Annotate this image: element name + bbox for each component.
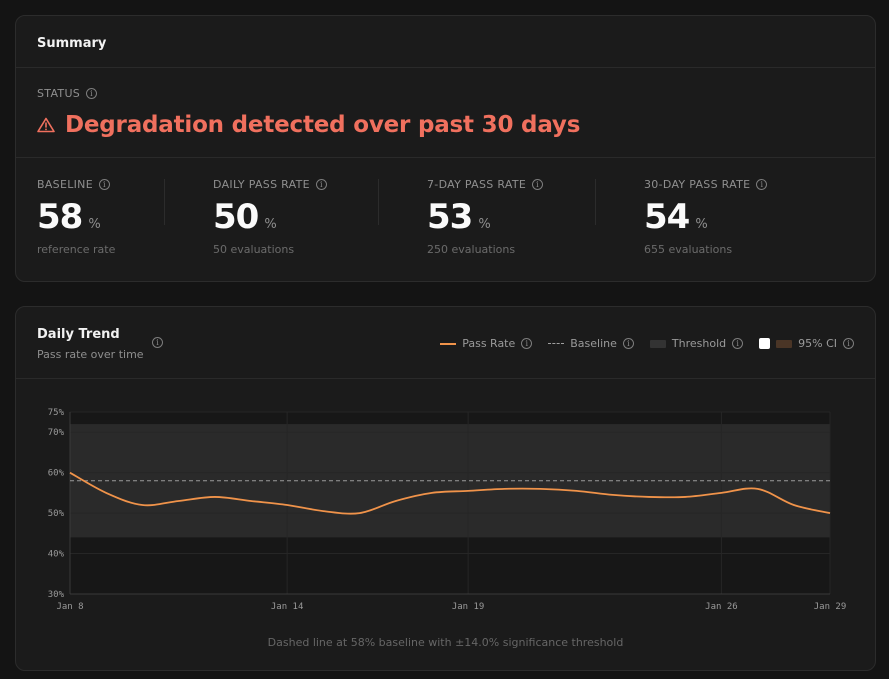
y-tick-label: 75% — [48, 408, 65, 418]
metric-unit: % — [264, 217, 277, 232]
legend-swatch-band — [649, 339, 666, 348]
metric-value-row: 54 % — [644, 200, 767, 234]
legend-swatch-dashed — [548, 343, 565, 344]
status-label: STATUS i — [37, 87, 98, 100]
info-icon[interactable]: i — [756, 179, 768, 190]
info-icon[interactable]: i — [86, 88, 98, 99]
metric-unit: % — [695, 217, 708, 232]
metric-value: 58 — [37, 197, 83, 237]
chart-legend: Pass Rate i Baseline i Threshold i 95% C… — [440, 337, 854, 350]
metric-value-row: 58 % — [37, 200, 115, 234]
metric-label-text: 30-DAY PASS RATE — [644, 178, 751, 191]
status-row: Degradation detected over past 30 days — [37, 112, 580, 138]
trend-subtitle: Pass rate over time — [37, 348, 144, 361]
y-tick-label: 50% — [48, 509, 65, 519]
trend-chart: 30% 40% 50% 60% 70% 75% Jan 8 Jan 14 Jan 19 Jan 2… — [48, 408, 847, 612]
info-icon[interactable]: i — [622, 338, 634, 349]
metric-label-text: 7-DAY PASS RATE — [427, 178, 527, 191]
legend-item-baseline[interactable]: Baseline i — [548, 337, 634, 350]
metric-30-day-pass-rate: 30-DAY PASS RATE i 54 % 655 evaluations — [644, 178, 768, 256]
info-icon[interactable]: i — [532, 179, 544, 190]
status-label-text: STATUS — [37, 87, 81, 100]
trend-card: Daily Trend Pass rate over time i Pass R… — [15, 306, 876, 671]
metric-baseline: BASELINE i 58 % reference rate — [37, 178, 115, 256]
legend-item-threshold[interactable]: Threshold i — [649, 337, 744, 350]
metric-divider — [164, 179, 165, 225]
legend-swatch-ci — [776, 339, 793, 348]
metric-value-row: 53 % — [427, 200, 543, 234]
metric-sub: 655 evaluations — [644, 243, 733, 256]
divider — [16, 378, 875, 379]
metric-value: 50 — [213, 197, 259, 237]
divider — [16, 67, 875, 68]
metric-unit: % — [478, 217, 491, 232]
x-tick-label: Jan 14 — [271, 602, 304, 612]
x-tick-label: Jan 19 — [452, 602, 485, 612]
pass-rate-line — [69, 471, 831, 515]
info-icon[interactable]: i — [98, 179, 110, 190]
metric-sub: 250 evaluations — [427, 243, 516, 256]
legend-item-ci[interactable]: 95% CI i — [759, 337, 854, 350]
metric-value: 53 — [427, 197, 473, 237]
x-tick-label: Jan 26 — [705, 602, 738, 612]
legend-item-pass-rate[interactable]: Pass Rate i — [440, 337, 533, 350]
metric-label: 30-DAY PASS RATE i — [644, 178, 768, 191]
warning-triangle-icon — [37, 117, 55, 133]
ci-checkbox[interactable] — [759, 338, 771, 349]
legend-label: 95% CI — [798, 337, 837, 350]
x-tick-label: Jan 29 — [814, 602, 847, 612]
legend-label: Pass Rate — [462, 337, 516, 350]
metric-label-text: BASELINE — [37, 178, 93, 191]
info-icon[interactable]: i — [152, 337, 163, 348]
metric-divider — [378, 179, 379, 225]
metric-label: 7-DAY PASS RATE i — [427, 178, 544, 191]
info-icon[interactable]: i — [521, 338, 533, 349]
metric-value: 54 — [644, 197, 690, 237]
metric-value-row: 50 % — [213, 200, 327, 234]
divider — [16, 157, 875, 158]
info-icon[interactable]: i — [315, 179, 327, 190]
metric-7-day-pass-rate: 7-DAY PASS RATE i 53 % 250 evaluations — [427, 178, 544, 256]
summary-card: Summary STATUS i Degradation detected ov… — [15, 15, 876, 282]
x-tick-label: Jan 8 — [56, 602, 83, 612]
y-tick-label: 30% — [48, 590, 65, 600]
trend-title: Daily Trend — [37, 327, 120, 342]
info-icon[interactable]: i — [843, 338, 854, 349]
legend-label: Threshold — [671, 337, 727, 350]
metric-daily-pass-rate: DAILY PASS RATE i 50 % 50 evaluations — [213, 178, 327, 256]
metric-sub: reference rate — [37, 243, 116, 256]
y-tick-label: 60% — [48, 469, 65, 479]
metric-label: DAILY PASS RATE i — [213, 178, 327, 191]
metric-label: BASELINE i — [37, 178, 115, 191]
metric-divider — [595, 179, 596, 225]
y-tick-label: 40% — [48, 550, 65, 560]
chart-footnote: Dashed line at 58% baseline with ±14.0% … — [267, 636, 624, 649]
legend-swatch-line — [440, 342, 457, 345]
info-icon[interactable]: i — [732, 338, 744, 349]
metric-unit: % — [88, 217, 101, 232]
y-tick-label: 70% — [48, 428, 65, 438]
legend-label: Baseline — [570, 337, 617, 350]
metric-sub: 50 evaluations — [213, 243, 295, 256]
metric-label-text: DAILY PASS RATE — [213, 178, 310, 191]
status-text: Degradation detected over past 30 days — [65, 112, 581, 138]
summary-title: Summary — [37, 36, 107, 51]
